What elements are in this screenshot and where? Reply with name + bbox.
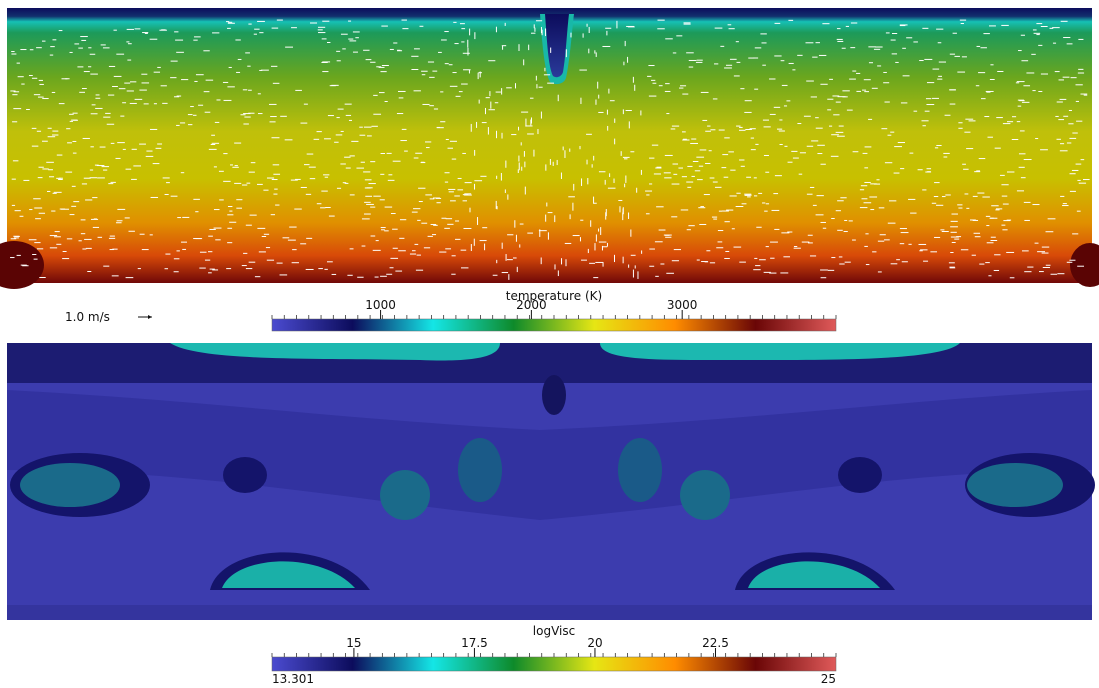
temperature-field: [0, 8, 1099, 289]
tick-label: 2000: [516, 298, 547, 312]
tick-label: 15: [346, 636, 361, 650]
colorbar: [271, 318, 837, 332]
colorbar: [271, 656, 837, 672]
tick-label: 1000: [365, 298, 396, 312]
range-label: 13.301: [272, 672, 314, 686]
viscosity-field: [7, 343, 1095, 620]
velocity-arrows: [10, 19, 1090, 280]
tick-label: 20: [587, 636, 602, 650]
tick-label: 17.5: [461, 636, 488, 650]
tick-label: 22.5: [702, 636, 729, 650]
range-label: 25: [821, 672, 836, 686]
vector-arrowhead: [148, 315, 152, 319]
colorbar-title: temperature (K): [506, 289, 602, 303]
colorbar-title: logVisc: [533, 624, 575, 638]
tick-label: 3000: [667, 298, 698, 312]
vector-legend: 1.0 m/s: [65, 310, 110, 324]
